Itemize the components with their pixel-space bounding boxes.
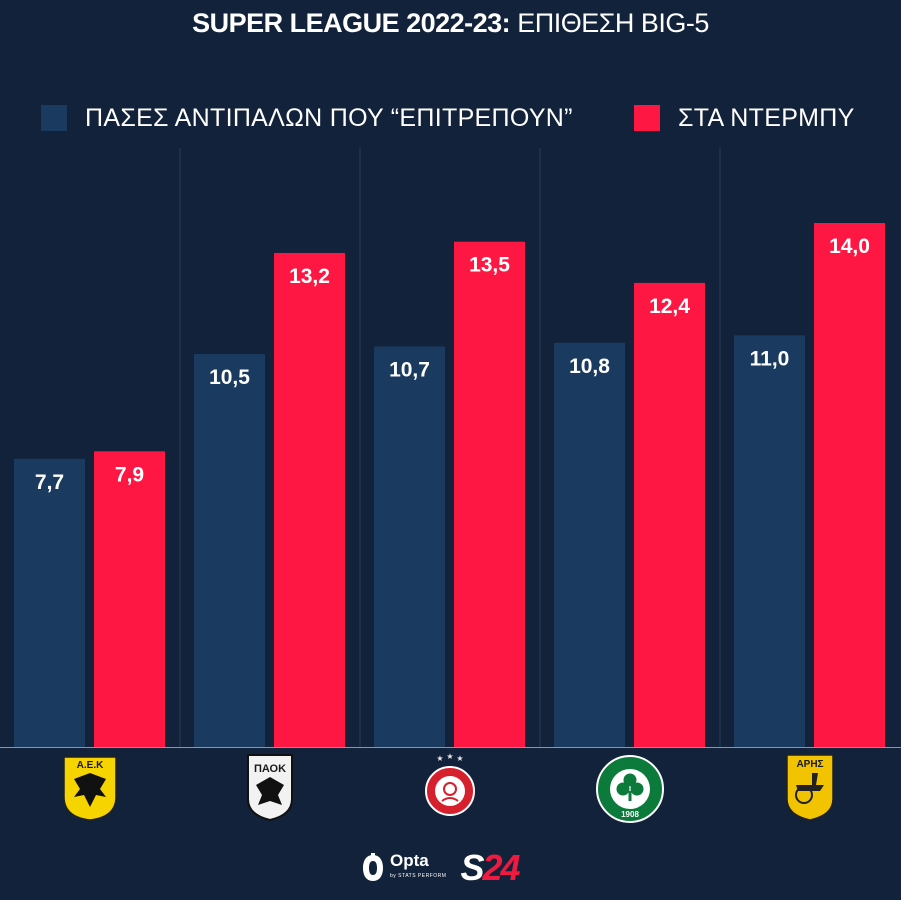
olympiacos-star: ★ [446, 752, 453, 761]
opta-name: Opta [390, 850, 429, 870]
aek-eagle [74, 773, 106, 807]
panathinaikos-stem [628, 791, 632, 801]
legend-label-derby: ΣΤΑ ΝΤΕΡΜΠΥ [678, 103, 855, 132]
bar-passes-1 [194, 354, 265, 747]
olympiacos-wreath [441, 797, 459, 802]
bar-derby-1 [274, 252, 345, 747]
legend-item-derby: ΣΤΑ ΝΤΕΡΜΠΥ [634, 104, 855, 132]
panathinaikos-clover-icon: 1908 [596, 755, 664, 823]
aris-logo-text: ΑΡΗΣ [796, 759, 823, 770]
paok-eagle-icon: ΠΑΟΚ [247, 754, 293, 822]
footer-branding: Opta by STATS PERFORM S24 [360, 847, 521, 889]
panathinaikos-year: 1908 [621, 810, 639, 819]
bar-derby-0 [94, 451, 165, 747]
opta-wordmark: Opta by STATS PERFORM [390, 850, 447, 883]
panathinaikos-inner-circle [610, 769, 650, 809]
bar-value-label: 7,7 [35, 471, 64, 494]
bar-value-label: 14,0 [829, 235, 870, 258]
bar-value-label: 13,2 [289, 265, 330, 288]
bar-value-label: 12,4 [649, 295, 690, 318]
bar-derby-4 [814, 223, 885, 747]
bar-value-label: 7,9 [115, 463, 144, 486]
bar-value-label: 11,0 [750, 347, 790, 370]
chart-title-sub: ΕΠΙΘΕΣΗ BIG-5 [517, 8, 709, 38]
bar-derby-2 [454, 241, 525, 747]
aris-god-icon: ΑΡΗΣ [786, 754, 834, 821]
olympiacos-head [443, 782, 457, 796]
panathinaikos-leaf [623, 773, 637, 787]
bar-value-label: 10,5 [209, 366, 250, 389]
bar-passes-4 [734, 335, 805, 747]
olympiacos-inner-circle [435, 776, 465, 806]
aek-logo-text: Α.Ε.Κ [77, 760, 104, 771]
s24-letter: S [460, 847, 484, 888]
legend-label-passes: ΠΑΣΕΣ ΑΝΤΙΠΑΛΩΝ ΠΟΥ “ΕΠΙΤΡΕΠΟΥΝ” [85, 103, 573, 132]
opta-logo-icon [363, 853, 383, 881]
bar-derby-3 [634, 282, 705, 747]
bar-passes-3 [554, 342, 625, 747]
bar-value-label: 10,8 [569, 355, 610, 378]
aris-figure [796, 773, 824, 791]
legend-swatch-derby [634, 105, 660, 131]
legend-swatch-passes [41, 105, 67, 131]
olympiacos-star: ★ [436, 754, 443, 763]
bar-value-label: 10,7 [389, 359, 430, 382]
bar-passes-2 [374, 346, 445, 747]
s24-logo: S24 [460, 847, 520, 889]
chart-title: SUPER LEAGUE 2022-23: ΕΠΙΘΕΣΗ BIG-5 [0, 8, 901, 39]
paok-eagle [256, 777, 284, 805]
paok-logo-text: ΠΑΟΚ [254, 763, 286, 775]
olympiacos-crest-icon: ★ ★ ★ [425, 752, 475, 816]
panathinaikos-leaf [616, 782, 630, 796]
bar-passes-0 [14, 458, 85, 747]
chart-title-main: SUPER LEAGUE 2022-23: [192, 8, 511, 38]
bar-value-label: 13,5 [469, 254, 510, 277]
olympiacos-star: ★ [456, 754, 463, 763]
panathinaikos-leaf [630, 782, 644, 796]
aek-eagle-icon: Α.Ε.Κ [63, 756, 117, 821]
legend-item-passes: ΠΑΣΕΣ ΑΝΤΙΠΑΛΩΝ ΠΟΥ “ΕΠΙΤΡΕΠΟΥΝ” [41, 104, 573, 132]
opta-subtitle: by STATS PERFORM [390, 872, 447, 879]
s24-number: 24 [482, 847, 520, 888]
